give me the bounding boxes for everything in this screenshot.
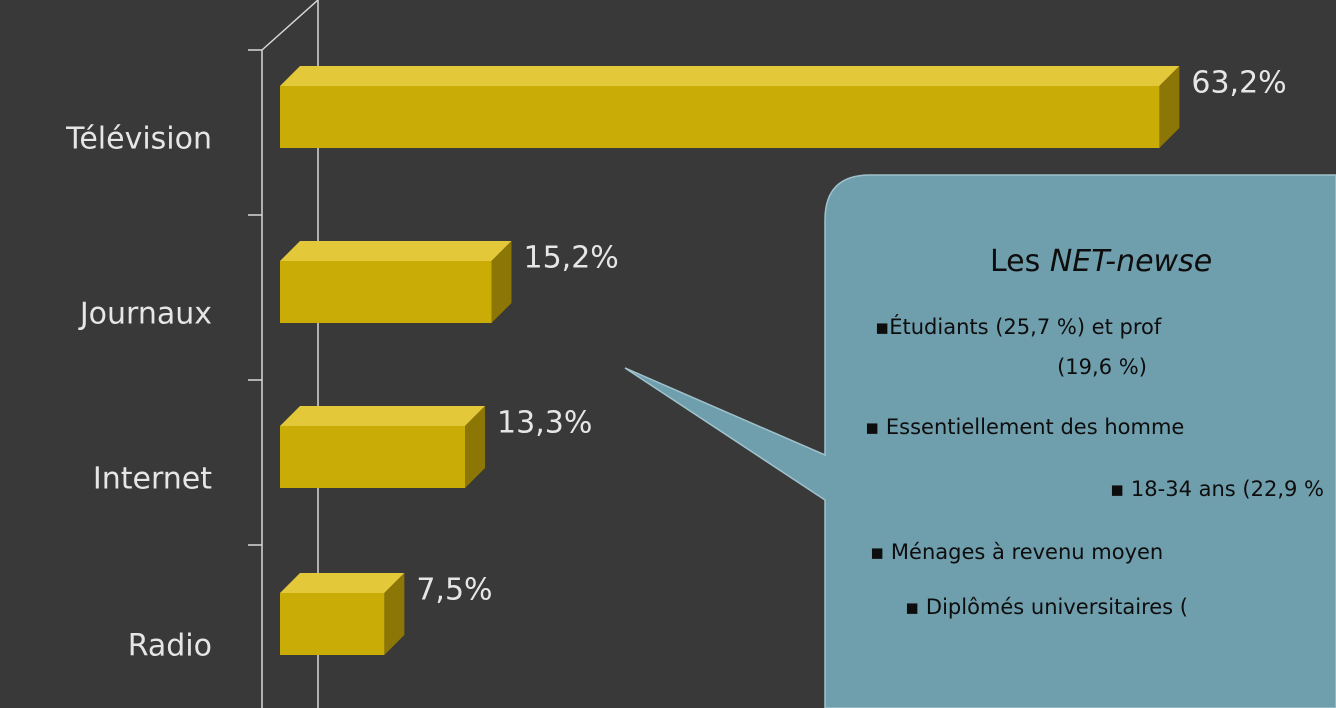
callout-item: ▪ Essentiellement des homme xyxy=(865,415,1184,439)
bar-top xyxy=(280,241,512,261)
bar-front xyxy=(280,593,385,655)
category-label: Radio xyxy=(128,629,212,664)
bar-front xyxy=(280,261,492,323)
bar-side xyxy=(465,406,486,488)
category-label: Internet xyxy=(93,462,212,497)
value-label: 15,2% xyxy=(523,241,618,276)
bar-top xyxy=(280,66,1180,86)
category-label: Télévision xyxy=(65,122,212,157)
bar-top xyxy=(280,406,486,426)
bar xyxy=(280,241,512,323)
value-label: 13,3% xyxy=(497,406,592,441)
bar-side xyxy=(384,573,405,655)
callout-item: ▪ Ménages à revenu moyen xyxy=(870,540,1163,564)
bar-side xyxy=(491,241,512,323)
value-label: 63,2% xyxy=(1191,66,1286,101)
bar-side xyxy=(1159,66,1180,148)
callout: Les NET-newse ▪Étudiants (25,7 %) et pro… xyxy=(624,174,1336,708)
callout-title: Les NET-newse xyxy=(990,244,1212,279)
bar-top xyxy=(280,573,405,593)
callout-item: (19,6 %) xyxy=(1057,355,1147,379)
callout-item: ▪ 18-34 ans (22,9 % xyxy=(1110,477,1324,501)
callout-item: ▪Étudiants (25,7 %) et prof xyxy=(875,314,1162,339)
callout-title-italic: NET-newse xyxy=(1050,244,1212,279)
bar-front xyxy=(280,86,1160,148)
value-label: 7,5% xyxy=(416,573,492,608)
callout-item: ▪ Diplômés universitaires ( xyxy=(905,595,1188,619)
bar xyxy=(280,406,486,488)
bar xyxy=(280,66,1180,148)
callout-box xyxy=(624,174,1336,708)
bar-front xyxy=(280,426,466,488)
category-label: Journaux xyxy=(78,297,212,332)
bar xyxy=(280,573,405,655)
callout-title-text: Les xyxy=(990,244,1050,279)
bars: Télévision 63,2% Journaux 15,2% Internet 13,3… xyxy=(65,66,1287,664)
